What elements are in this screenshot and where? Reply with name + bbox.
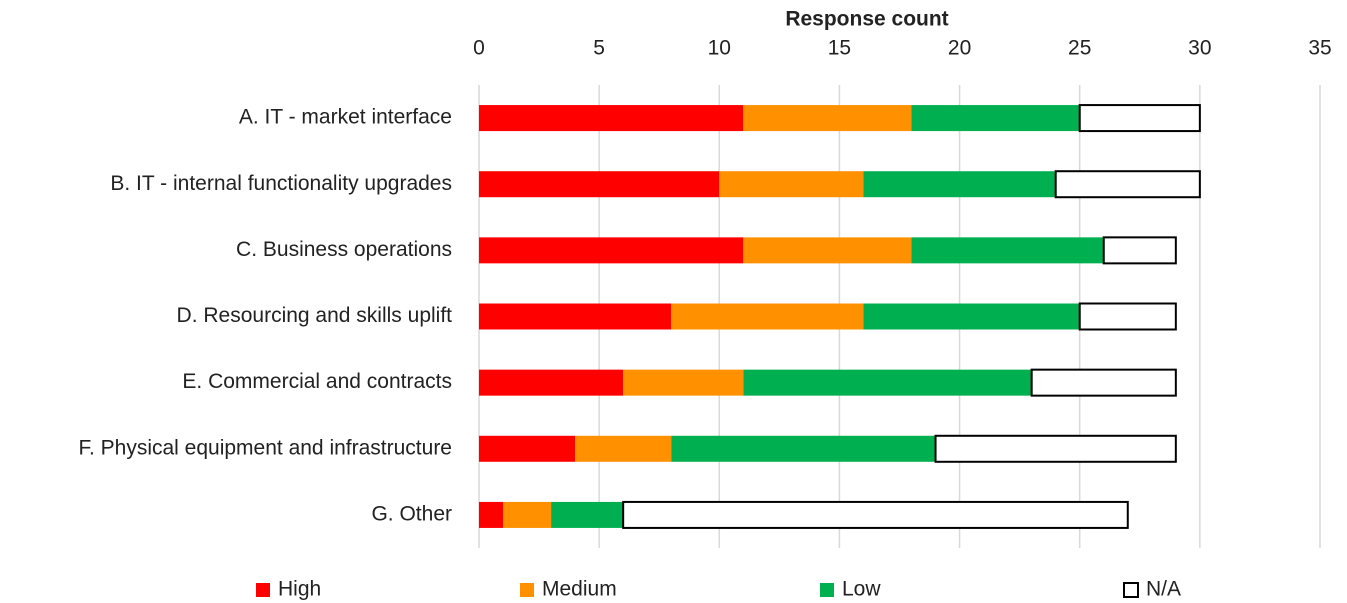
legend-label: Low <box>842 578 881 601</box>
x-tick-label: 10 <box>708 37 731 60</box>
x-tick-label: 35 <box>1308 37 1331 60</box>
bar-segment <box>911 237 1104 264</box>
x-tick-label: 25 <box>1068 37 1091 60</box>
bar-segment <box>863 171 1056 198</box>
bar-segment <box>743 237 912 264</box>
bar-segment <box>719 171 864 198</box>
axis-title: Response count <box>785 8 948 31</box>
legend-label: N/A <box>1146 578 1181 601</box>
y-tick-label: D. Resourcing and skills uplift <box>177 304 453 327</box>
x-tick-label: 5 <box>593 37 605 60</box>
x-tick-label: 15 <box>828 37 851 60</box>
bar-segment <box>743 105 912 132</box>
legend-swatch <box>1123 582 1139 598</box>
y-tick-label: G. Other <box>371 502 452 525</box>
legend-swatch <box>820 583 834 597</box>
y-tick-label: A. IT - market interface <box>239 106 452 129</box>
bar-segment <box>479 369 624 396</box>
bar-segment <box>1054 170 1201 199</box>
bar-segment <box>622 500 1129 529</box>
bar-segment <box>479 501 504 528</box>
legend-swatch <box>256 583 270 597</box>
bar-segment <box>671 435 936 462</box>
y-tick-label: B. IT - internal functionality upgrades <box>110 172 452 195</box>
x-tick-label: 30 <box>1188 37 1211 60</box>
bar-segment <box>479 237 744 264</box>
bar-segment <box>623 369 744 396</box>
bar-segment <box>1078 104 1201 133</box>
bar-segment <box>479 171 720 198</box>
bar-segment <box>575 435 672 462</box>
bar-segment <box>934 434 1177 463</box>
bar-segment <box>551 501 624 528</box>
legend-swatch <box>520 583 534 597</box>
legend-label: High <box>278 578 321 601</box>
y-tick-label: E. Commercial and contracts <box>182 370 452 393</box>
bar-segment <box>479 105 744 132</box>
bar-segment <box>1030 368 1177 397</box>
bar-segment <box>911 105 1080 132</box>
bar-segment <box>671 303 864 330</box>
legend-label: Medium <box>542 578 617 601</box>
bar-segment <box>1078 302 1177 331</box>
y-tick-label: F. Physical equipment and infrastructure <box>78 436 452 459</box>
bar-segment <box>863 303 1080 330</box>
bar-segment <box>503 501 552 528</box>
bar-segment <box>1102 236 1177 265</box>
x-tick-label: 0 <box>473 37 485 60</box>
bar-segment <box>743 369 1032 396</box>
bar-segment <box>479 303 672 330</box>
y-tick-label: C. Business operations <box>236 238 452 261</box>
bar-segment <box>479 435 576 462</box>
x-tick-label: 20 <box>948 37 971 60</box>
